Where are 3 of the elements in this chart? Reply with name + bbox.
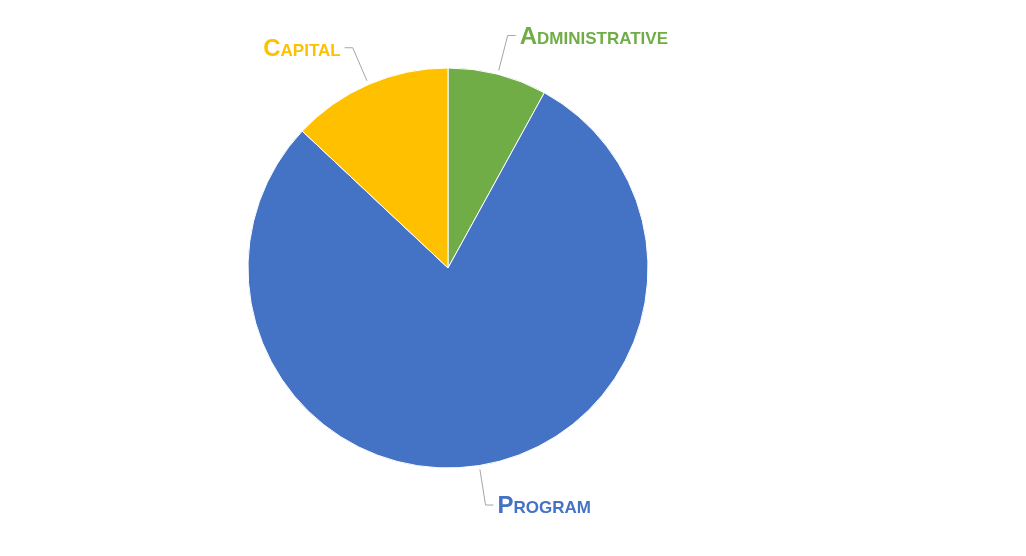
slice-label: Program xyxy=(497,491,591,519)
slice-label: Administrative xyxy=(519,21,668,49)
slice-label: Capital xyxy=(263,34,341,62)
